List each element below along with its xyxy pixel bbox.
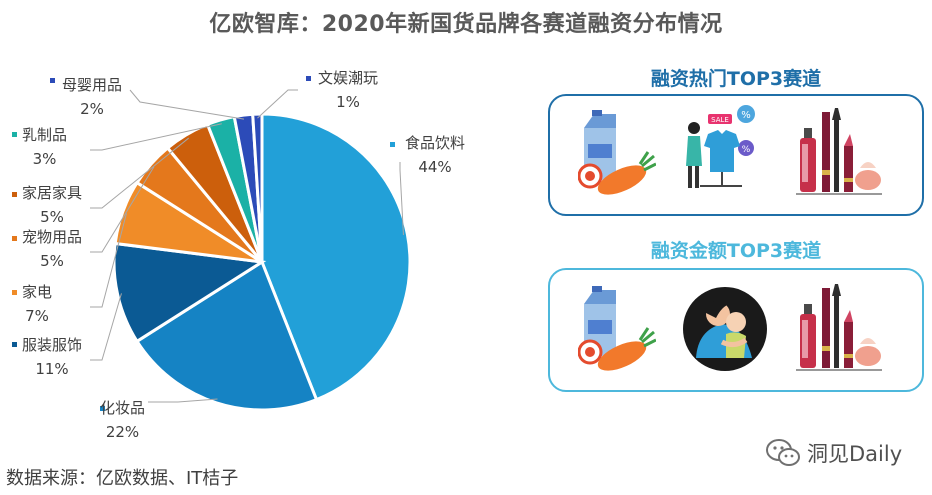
page-title: 亿欧智库：2020年新国货品牌各赛道融资分布情况 — [209, 12, 723, 37]
legend-bullet-7 — [50, 78, 55, 83]
svg-text:%: % — [741, 110, 751, 121]
leader-line-3 — [90, 213, 127, 308]
legend-bullet-3 — [12, 290, 17, 295]
slice-label-2: 服装服饰 — [22, 336, 82, 354]
cosmetics-icon-2 — [796, 284, 882, 371]
data-source: 数据来源：亿欧数据、IT桔子 — [6, 468, 239, 489]
panel-amount-title: 融资金额TOP3赛道 — [650, 240, 822, 262]
legend-bullet-5 — [12, 192, 17, 197]
slice-label-7: 母婴用品 — [62, 76, 122, 94]
pie-slice-0 — [260, 112, 412, 402]
slice-label-5: 家居家具 — [22, 184, 82, 202]
cosmetics-icon — [796, 108, 882, 195]
slice-value-0: 44% — [418, 158, 451, 176]
svg-text:SALE: SALE — [711, 116, 729, 124]
legend-bullet-4 — [12, 236, 17, 241]
legend-bullet-2 — [12, 342, 17, 347]
slice-label-1: 化妆品 — [100, 399, 145, 417]
leader-line-4 — [90, 166, 155, 253]
leader-line-7 — [129, 89, 245, 120]
pie-chart: 食品饮料 44% 化妆品 22% 服装服饰 11% 家电 7% 宠物用品 5% 家居家具 5% 乳制品 3… — [12, 69, 465, 441]
slice-label-3: 家电 — [22, 283, 52, 301]
slice-value-7: 2% — [80, 100, 104, 118]
legend-bullet-8 — [306, 76, 311, 81]
pie-slice-2 — [112, 241, 267, 344]
leader-line-5 — [90, 137, 190, 209]
slice-label-0: 食品饮料 — [405, 134, 465, 152]
wechat-icon — [766, 439, 800, 466]
watermark: 洞见Daily — [765, 438, 902, 468]
svg-text:%: % — [742, 145, 751, 155]
slice-value-4: 5% — [40, 252, 64, 270]
watermark-text: 洞见Daily — [807, 442, 903, 466]
legend-bullet-0 — [390, 142, 395, 147]
slice-label-4: 宠物用品 — [22, 228, 82, 246]
leader-line-6 — [90, 123, 222, 151]
mother-baby-icon — [683, 287, 767, 371]
slice-value-5: 5% — [40, 208, 64, 226]
food-drink-icon — [578, 110, 656, 195]
leader-line-0 — [399, 162, 404, 236]
pie-slice-1 — [134, 259, 319, 412]
slice-value-6: 3% — [33, 150, 57, 168]
slice-value-1: 22% — [106, 423, 139, 441]
food-drink-icon-2 — [578, 286, 656, 371]
slice-label-8: 文娱潮玩 — [318, 69, 378, 87]
slice-label-6: 乳制品 — [22, 126, 67, 144]
leader-line-8 — [257, 89, 298, 119]
leader-line-2 — [90, 293, 122, 361]
slice-value-8: 1% — [336, 93, 360, 111]
slice-value-2: 11% — [35, 360, 68, 378]
panel-hot-title: 融资热门TOP3赛道 — [650, 68, 822, 90]
legend-bullet-6 — [12, 132, 17, 137]
apparel-shopping-icon: SALE % % — [686, 105, 755, 188]
slice-value-3: 7% — [25, 307, 49, 325]
leader-line-1 — [148, 398, 218, 403]
legend-bullet-1 — [100, 406, 105, 411]
